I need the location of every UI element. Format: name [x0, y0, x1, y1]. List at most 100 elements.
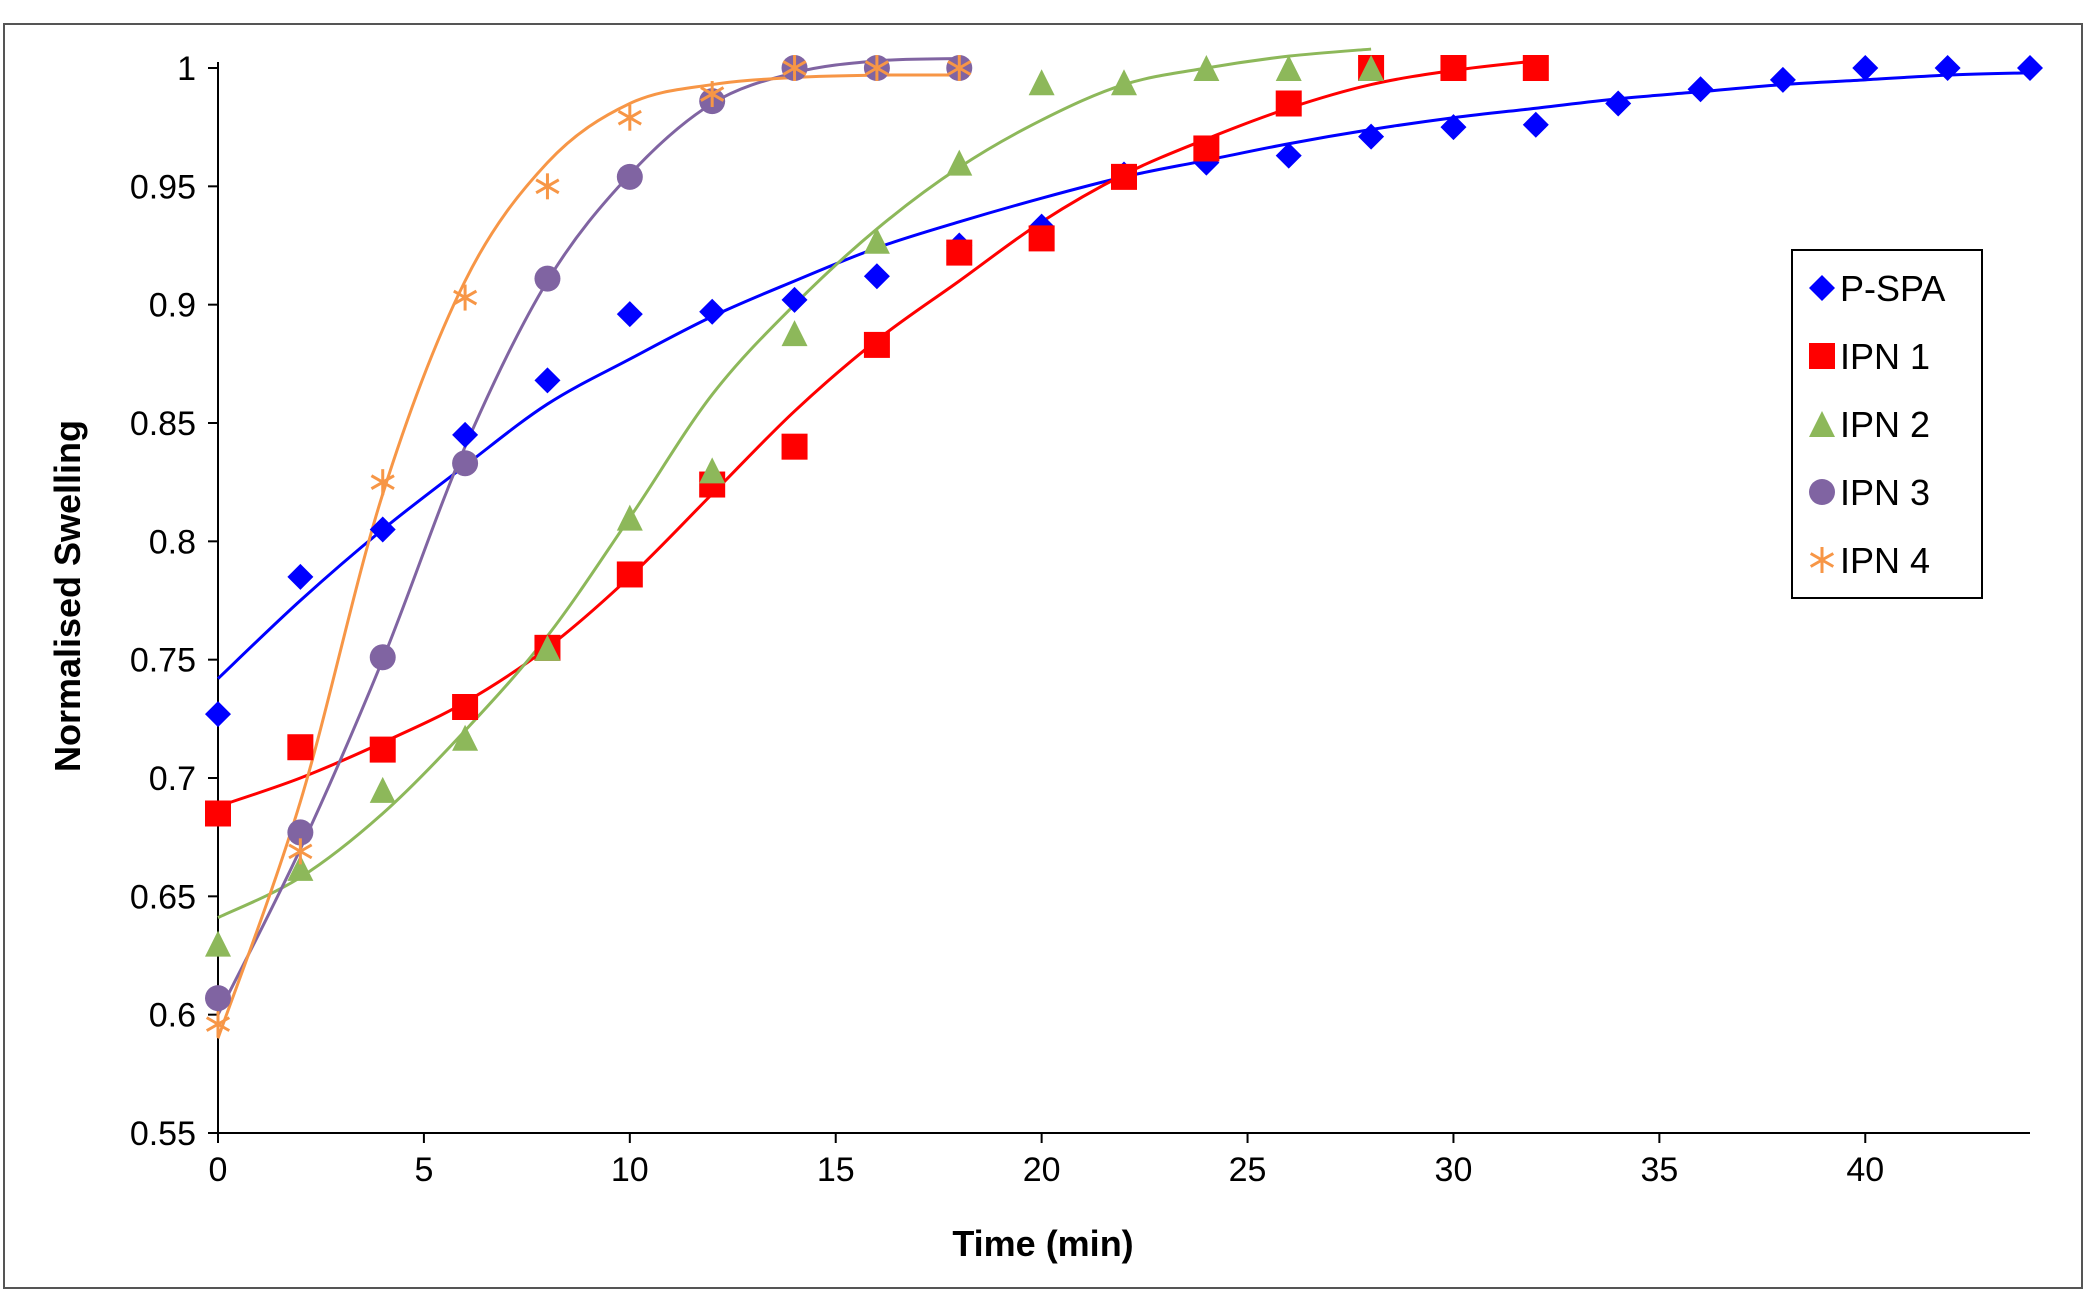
data-point-ipn-4 [617, 104, 642, 131]
data-point-p-spa [1522, 111, 1549, 138]
data-point-ipn-4 [535, 173, 560, 200]
axes: 0 5 10 15 20 25 30 35 40 0.55 0.6 0.65 0.7 0.75 0.8 0.8… [130, 50, 2030, 1189]
x-tick-label: 5 [414, 1151, 433, 1189]
data-point-p-spa [1605, 90, 1632, 117]
data-point-ipn-1 [287, 734, 314, 761]
data-point-ipn-2 [863, 227, 890, 254]
data-point-ipn-1 [205, 800, 231, 827]
data-point-p-spa [1358, 123, 1385, 150]
data-point-p-spa [781, 286, 808, 313]
legend-label-ipn-2: IPN 2 [1840, 404, 1930, 445]
data-point-ipn-2 [369, 776, 396, 803]
legend-marker-ipn-4 [1809, 547, 1835, 573]
y-axis-title: Normalised Swelling [47, 420, 88, 772]
data-point-p-spa [287, 563, 314, 590]
data-point-ipn-4 [288, 838, 313, 865]
data-point-p-spa [699, 298, 726, 325]
y-tick-label: 0.6 [149, 997, 196, 1035]
data-point-p-spa [369, 516, 396, 543]
y-tick-label: 0.7 [149, 760, 196, 798]
y-tick-label: 0.9 [149, 287, 196, 325]
y-tick-label: 0.75 [130, 642, 196, 680]
x-tick-label: 20 [1023, 1151, 1061, 1189]
data-point-ipn-1 [863, 331, 890, 358]
legend-marker-ipn-3 [1809, 479, 1835, 505]
data-point-ipn-2 [534, 634, 561, 661]
chart-border [3, 23, 2083, 1289]
data-point-p-spa [1769, 66, 1796, 93]
data-point-ipn-1 [1111, 163, 1137, 190]
data-point-p-spa [205, 701, 231, 728]
data-point-p-spa [1275, 142, 1302, 169]
data-point-p-spa [1440, 114, 1467, 141]
trendline-ipn-3 [216, 57, 960, 1016]
x-axis-title: Time (min) [952, 1223, 1133, 1264]
data-point-p-spa [1934, 55, 1961, 81]
data-point-ipn-2 [1111, 69, 1137, 96]
data-point-p-spa [2017, 55, 2043, 81]
legend-marker-ipn-1 [1809, 343, 1835, 369]
legend-marker-ipn-2 [1809, 411, 1835, 437]
data-point-ipn-2 [452, 724, 479, 751]
y-tick-label: 0.8 [149, 523, 196, 561]
x-tick-label: 25 [1229, 1151, 1267, 1189]
data-point-p-spa [1852, 55, 1879, 81]
data-point-ipn-4 [947, 55, 972, 81]
data-point-p-spa [1687, 76, 1714, 103]
data-point-ipn-3 [616, 163, 643, 190]
data-point-ipn-1 [369, 736, 396, 763]
data-point-ipn-3 [369, 644, 396, 671]
data-point-ipn-1 [1275, 90, 1302, 117]
y-tick-label: 0.85 [130, 405, 196, 443]
x-tick-label: 40 [1846, 1151, 1884, 1189]
data-point-ipn-1 [946, 239, 973, 266]
data-point-ipn-3 [534, 265, 561, 292]
data-point-ipn-3 [205, 985, 231, 1012]
data-point-ipn-1 [1028, 225, 1055, 252]
data-point-ipn-4 [453, 284, 478, 311]
data-point-ipn-1 [1193, 135, 1220, 162]
data-markers [205, 55, 2043, 1038]
data-point-ipn-2 [781, 320, 808, 347]
x-tick-label: 30 [1435, 1151, 1473, 1189]
data-point-ipn-2 [946, 149, 973, 176]
data-point-ipn-2 [1358, 55, 1385, 81]
legend-label-ipn-1: IPN 1 [1840, 336, 1930, 377]
data-point-p-spa [863, 263, 890, 290]
data-point-ipn-4 [370, 469, 395, 496]
data-point-ipn-2 [205, 930, 231, 957]
legend-label-p-spa: P-SPA [1840, 268, 1945, 309]
y-tick-label: 1 [177, 50, 196, 88]
legend: P-SPA IPN 1 IPN 2 IPN 3 IPN 4 [1791, 249, 1983, 599]
x-tick-label: 35 [1640, 1151, 1678, 1189]
data-point-ipn-1 [1440, 55, 1467, 81]
y-tick-label: 0.95 [130, 168, 196, 206]
data-point-ipn-2 [287, 854, 314, 881]
data-point-ipn-4 [782, 55, 807, 81]
trendline-ipn-2 [217, 47, 1372, 919]
data-point-ipn-1 [781, 433, 808, 460]
data-point-ipn-3 [287, 819, 314, 846]
legend-label-ipn-4: IPN 4 [1840, 540, 1930, 581]
legend-marker-p-spa [1809, 275, 1835, 301]
x-tick-label: 10 [611, 1151, 649, 1189]
trendline-ipn-1 [217, 59, 1536, 808]
data-point-ipn-1 [616, 561, 643, 588]
data-point-ipn-1 [1522, 55, 1549, 81]
trendlines [216, 47, 2031, 1039]
x-tick-label: 0 [209, 1151, 228, 1189]
data-point-p-spa [616, 301, 643, 328]
legend-label-ipn-3: IPN 3 [1840, 472, 1930, 513]
data-point-ipn-2 [699, 457, 726, 484]
data-point-ipn-4 [864, 55, 889, 81]
data-point-ipn-1 [452, 694, 479, 720]
y-tick-label: 0.65 [130, 878, 196, 916]
data-point-ipn-2 [1193, 55, 1220, 81]
data-point-ipn-4 [205, 1011, 231, 1038]
data-point-ipn-2 [1275, 55, 1302, 81]
data-point-ipn-2 [616, 504, 643, 531]
data-point-ipn-3 [452, 450, 479, 477]
data-point-p-spa [452, 421, 479, 448]
